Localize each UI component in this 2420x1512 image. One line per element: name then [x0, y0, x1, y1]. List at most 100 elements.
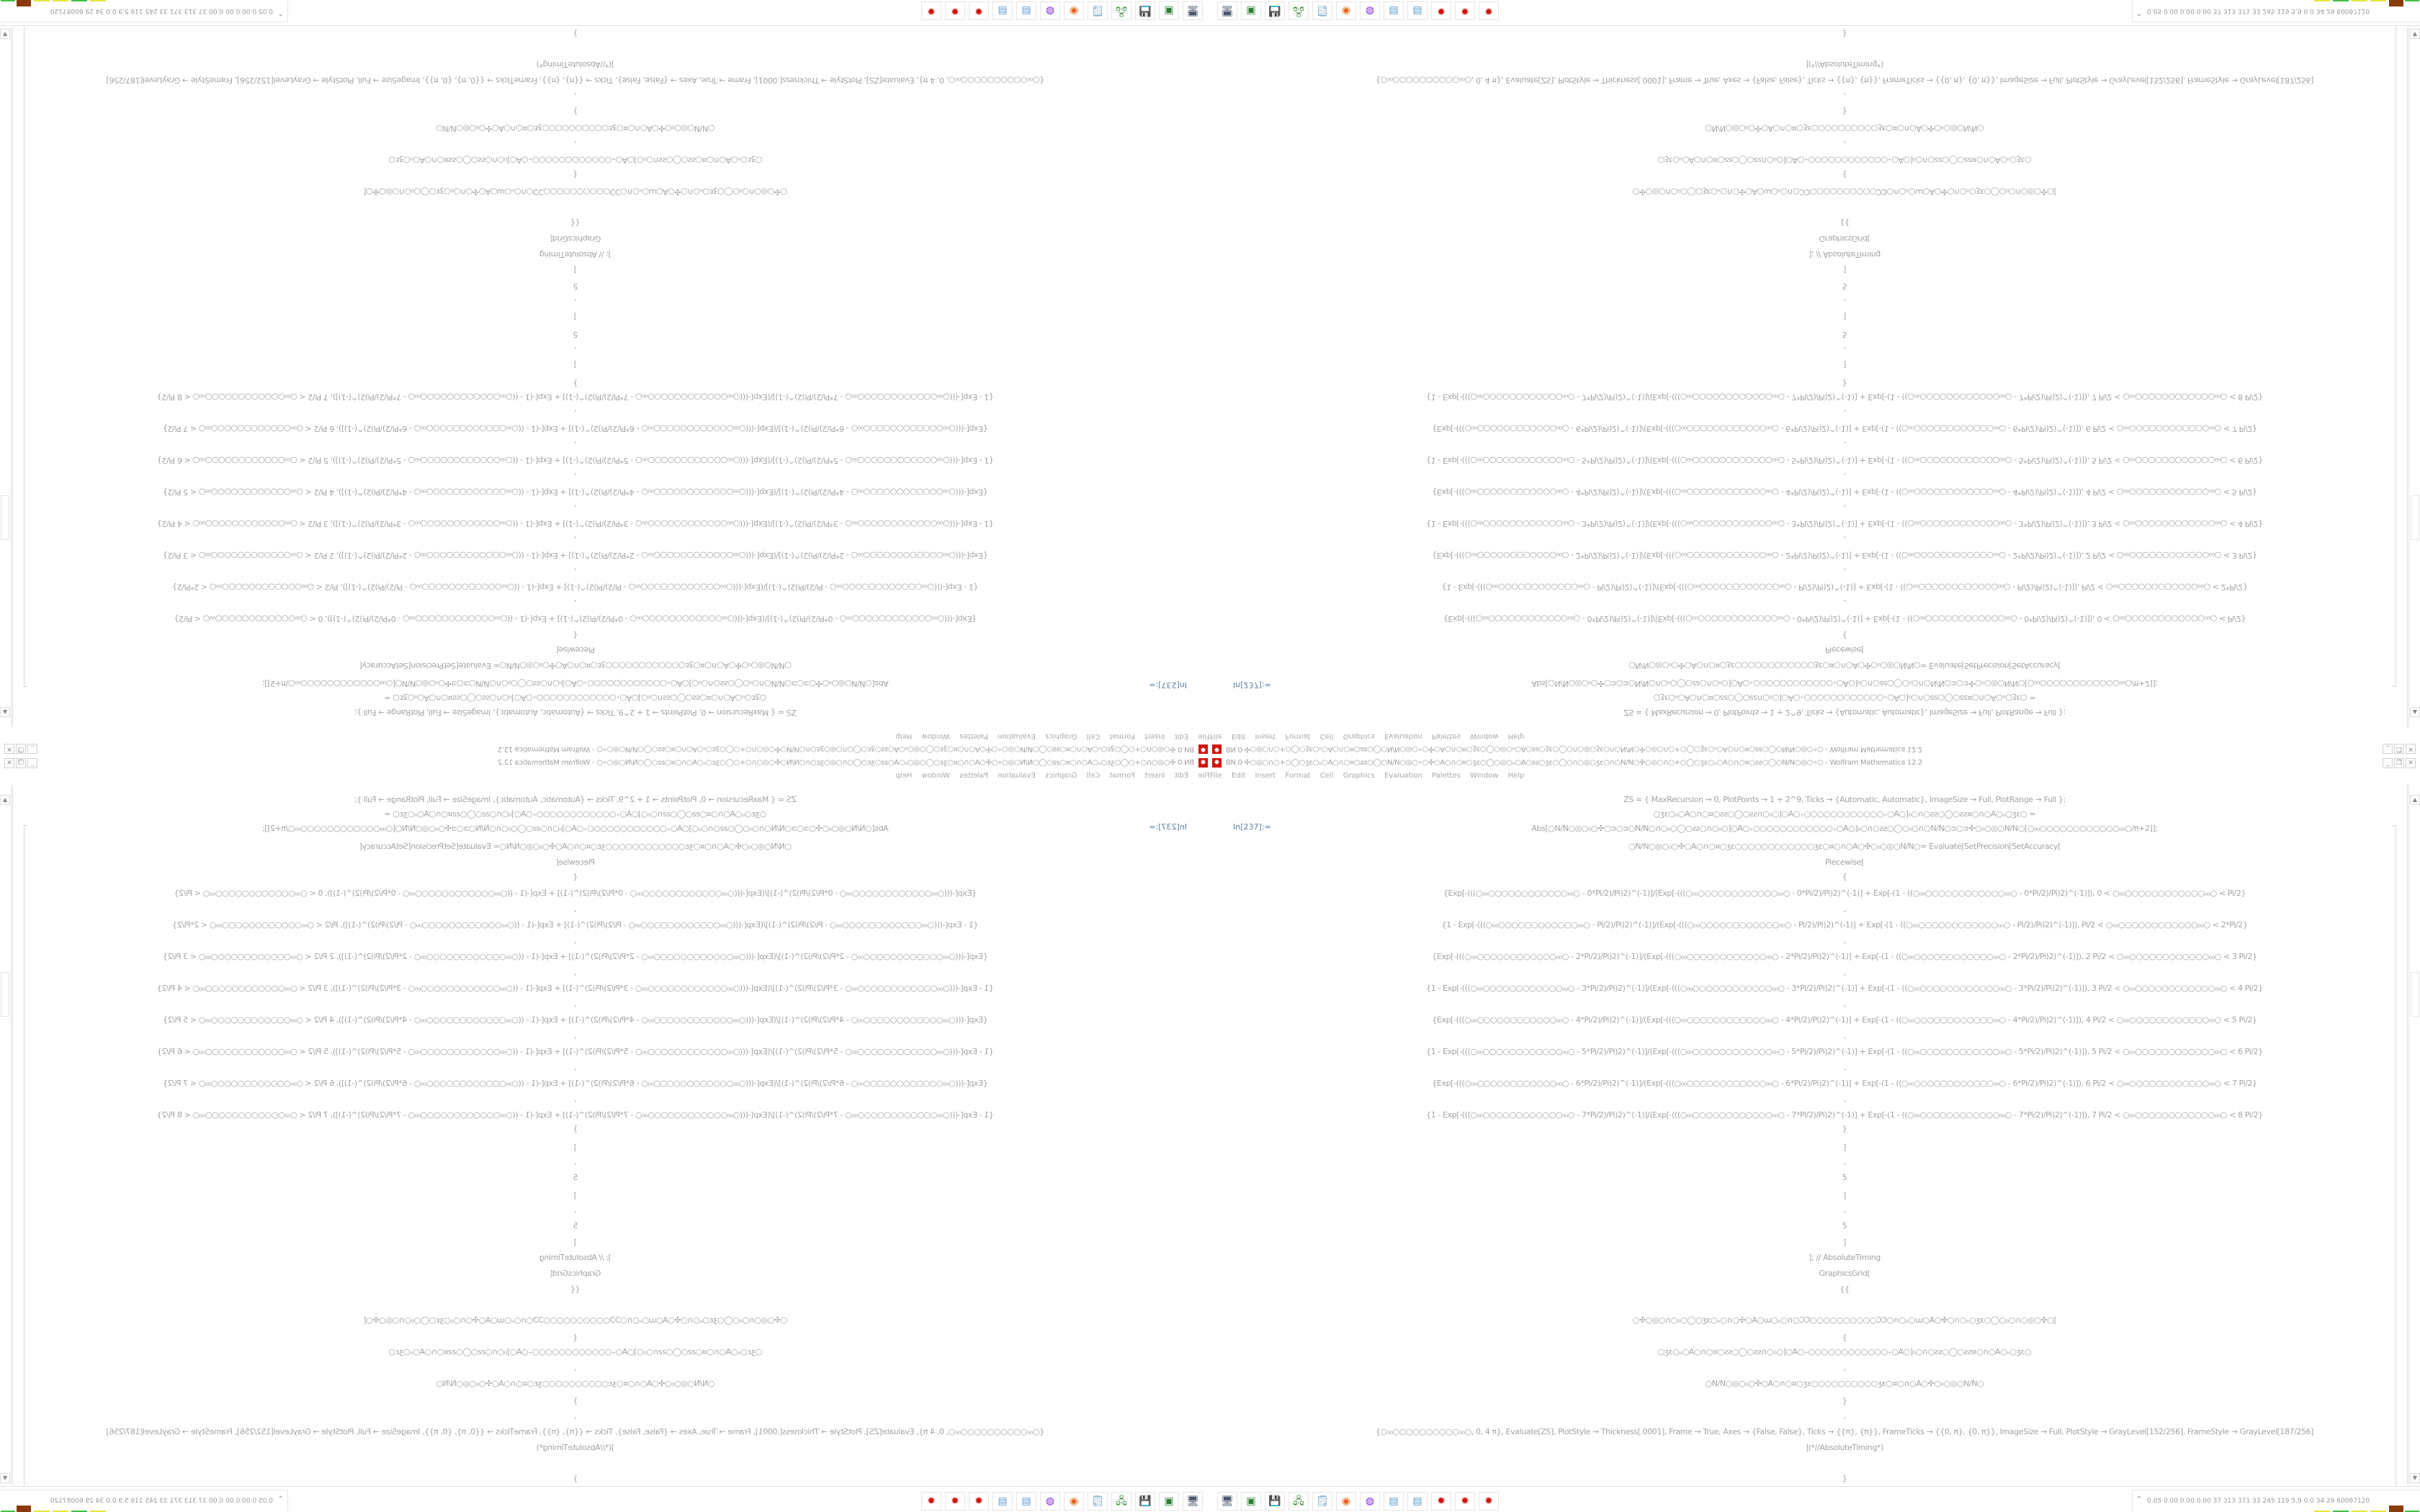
scroll-up-arrow-icon[interactable]: ▲ — [0, 707, 10, 717]
display-settings-icon[interactable]: 🖥 — [1183, 1492, 1203, 1511]
mathematica-icon[interactable]: ✹ — [1479, 1492, 1499, 1511]
menu-evaluation[interactable]: Evaluation — [998, 732, 1036, 740]
firefox-icon[interactable]: ◉ — [1064, 1, 1084, 20]
scroll-down-arrow-icon[interactable]: ▼ — [0, 29, 10, 39]
close-button[interactable]: ✕ — [4, 758, 14, 768]
close-button[interactable]: ✕ — [2406, 758, 2416, 768]
floppy-64-icon[interactable]: 💾 — [1265, 1, 1285, 20]
menu-cell[interactable]: Cell — [1086, 732, 1101, 740]
terminal-icon[interactable]: ▣ — [1241, 1492, 1261, 1511]
menu-file[interactable]: File — [1198, 732, 1210, 740]
menu-graphics[interactable]: Graphics — [1045, 772, 1077, 780]
mathematica-icon[interactable]: ✹ — [1431, 1, 1451, 20]
scroll-down-arrow-icon[interactable]: ▼ — [2410, 29, 2420, 39]
menu-format[interactable]: Format — [1285, 732, 1311, 740]
menu-palettes[interactable]: Palettes — [1432, 772, 1461, 780]
network-icon[interactable]: 🖧 — [1289, 1, 1309, 20]
menu-format[interactable]: Format — [1285, 772, 1311, 780]
title-bar[interactable]: ✹ BN.0 ✣○◎○∩○+○◯○ʒɛ○ₒ○A○∩○¤○ƨƨ○◯○Ν/Ν○◎○∘… — [1210, 756, 2420, 770]
emacs-icon[interactable]: ◍ — [1040, 1492, 1060, 1511]
tray-expand-icon[interactable]: ⌃ — [277, 9, 284, 17]
mathematica-icon[interactable]: ✹ — [1455, 1492, 1475, 1511]
menu-cell[interactable]: Cell — [1086, 772, 1101, 780]
menu-evaluation[interactable]: Evaluation — [1384, 732, 1422, 740]
menu-cell[interactable]: Cell — [1319, 732, 1334, 740]
menu-help[interactable]: Help — [895, 732, 913, 740]
mathematica-icon[interactable]: ✹ — [945, 1492, 965, 1511]
maximize-button[interactable]: ❐ — [16, 758, 26, 768]
menu-evaluation[interactable]: Evaluation — [1384, 772, 1422, 780]
menu-help[interactable]: Help — [895, 772, 913, 780]
calculator-icon[interactable]: ▤ — [1407, 1, 1428, 20]
minimize-button[interactable]: _ — [2383, 744, 2393, 754]
menu-file[interactable]: File — [1198, 772, 1210, 780]
title-bar[interactable]: ✹ BN.0 ✣○◎○∩○+○◯○ʒɛ○ₒ○A○∩○¤○ƨƨ○◯○Ν/Ν○◎○∘… — [0, 756, 1210, 770]
close-button[interactable]: ✕ — [2406, 744, 2416, 754]
mathematica-icon[interactable]: ✹ — [1431, 1492, 1451, 1511]
notepad-icon[interactable]: 🗒 — [1088, 1492, 1108, 1511]
scroll-thumb[interactable] — [1, 495, 9, 540]
scroll-up-arrow-icon[interactable]: ▲ — [2410, 707, 2420, 717]
scroll-up-arrow-icon[interactable]: ▲ — [2410, 795, 2420, 805]
menu-palettes[interactable]: Palettes — [959, 732, 988, 740]
vertical-scrollbar[interactable]: ▲ ▼ — [0, 27, 12, 727]
menu-window[interactable]: Window — [1470, 772, 1499, 780]
scroll-down-arrow-icon[interactable]: ▼ — [0, 1473, 10, 1483]
menu-help[interactable]: Help — [1507, 772, 1525, 780]
notepad-icon[interactable]: 🗒 — [1088, 1, 1108, 20]
notebook-area[interactable]: In[237]:= ZS = { MaxRecursion → 0, PlotP… — [12, 785, 1210, 1510]
calculator-icon[interactable]: ▤ — [992, 1492, 1013, 1511]
terminal-icon[interactable]: ▣ — [1159, 1492, 1179, 1511]
calculator-icon[interactable]: ▤ — [1016, 1, 1036, 20]
menu-edit[interactable]: Edit — [1174, 732, 1189, 740]
menu-palettes[interactable]: Palettes — [1432, 732, 1461, 740]
minimize-button[interactable]: _ — [27, 744, 37, 754]
maximize-button[interactable]: ❐ — [2394, 744, 2404, 754]
emacs-icon[interactable]: ◍ — [1040, 1, 1060, 20]
calculator-icon[interactable]: ▤ — [1016, 1492, 1036, 1511]
calculator-icon[interactable]: ▤ — [1384, 1, 1404, 20]
maximize-button[interactable]: ❐ — [16, 744, 26, 754]
firefox-icon[interactable]: ◉ — [1336, 1492, 1356, 1511]
floppy-64-icon[interactable]: 💾 — [1135, 1492, 1155, 1511]
display-settings-icon[interactable]: 🖥 — [1217, 1, 1237, 20]
scroll-up-arrow-icon[interactable]: ▲ — [0, 795, 10, 805]
mathematica-icon[interactable]: ✹ — [945, 1, 965, 20]
menu-cell[interactable]: Cell — [1319, 772, 1334, 780]
firefox-icon[interactable]: ◉ — [1064, 1492, 1084, 1511]
vertical-scrollbar[interactable]: ▲ ▼ — [2408, 785, 2420, 1485]
maximize-button[interactable]: ❐ — [2394, 758, 2404, 768]
menu-window[interactable]: Window — [1470, 732, 1499, 740]
network-icon[interactable]: 🖧 — [1111, 1, 1131, 20]
cell-bracket[interactable] — [2393, 825, 2396, 1510]
menu-help[interactable]: Help — [1507, 732, 1525, 740]
mathematica-icon[interactable]: ✹ — [1455, 1, 1475, 20]
tray-expand-icon[interactable]: ⌃ — [2136, 1495, 2143, 1503]
network-icon[interactable]: 🖧 — [1111, 1492, 1131, 1511]
tray-expand-icon[interactable]: ⌃ — [277, 1495, 284, 1503]
tray-expand-icon[interactable]: ⌃ — [2136, 9, 2143, 17]
menu-graphics[interactable]: Graphics — [1343, 772, 1375, 780]
menu-format[interactable]: Format — [1109, 732, 1135, 740]
menu-edit[interactable]: Edit — [1231, 772, 1246, 780]
notebook-area[interactable]: In[237]:= ZS = { MaxRecursion → 0, PlotP… — [12, 2, 1210, 727]
emacs-icon[interactable]: ◍ — [1360, 1, 1380, 20]
network-icon[interactable]: 🖧 — [1289, 1492, 1309, 1511]
menu-edit[interactable]: Edit — [1231, 732, 1246, 740]
floppy-64-icon[interactable]: 💾 — [1265, 1492, 1285, 1511]
calculator-icon[interactable]: ▤ — [1384, 1492, 1404, 1511]
menu-format[interactable]: Format — [1109, 772, 1135, 780]
vertical-scrollbar[interactable]: ▲ ▼ — [2408, 27, 2420, 727]
display-settings-icon[interactable]: 🖥 — [1217, 1492, 1237, 1511]
minimize-button[interactable]: _ — [2383, 758, 2393, 768]
calculator-icon[interactable]: ▤ — [992, 1, 1013, 20]
menu-insert[interactable]: Insert — [1255, 732, 1276, 740]
menu-window[interactable]: Window — [921, 772, 950, 780]
menu-insert[interactable]: Insert — [1144, 772, 1165, 780]
calculator-icon[interactable]: ▤ — [1407, 1492, 1428, 1511]
menu-edit[interactable]: Edit — [1174, 772, 1189, 780]
notepad-icon[interactable]: 🗒 — [1312, 1, 1332, 20]
mathematica-icon[interactable]: ✹ — [921, 1492, 941, 1511]
menu-graphics[interactable]: Graphics — [1045, 732, 1077, 740]
menu-evaluation[interactable]: Evaluation — [998, 772, 1036, 780]
